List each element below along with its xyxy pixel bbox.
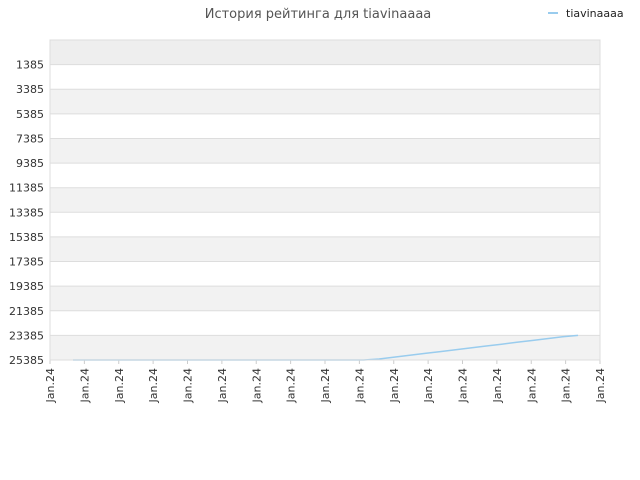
y-tick-label: 1385 [16, 59, 44, 72]
y-tick-label: 15385 [9, 231, 44, 244]
plot-band [50, 89, 600, 114]
y-tick-label: 7385 [16, 132, 44, 145]
y-tick-label: 5385 [16, 108, 44, 121]
plot-band [50, 286, 600, 311]
y-tick-label: 9385 [16, 157, 44, 170]
x-tick-label: Jan.24 [319, 368, 332, 403]
plot-band [50, 310, 600, 336]
legend: tiavinaaaa [548, 7, 624, 20]
x-tick-label: Jan.24 [216, 368, 229, 403]
plot-band [50, 261, 600, 287]
plot-band [50, 64, 600, 90]
x-tick-label: Jan.24 [250, 368, 263, 403]
x-tick-label: Jan.24 [78, 368, 91, 403]
y-tick-label: 23385 [9, 329, 44, 342]
x-tick-label: Jan.24 [422, 368, 435, 403]
x-tick-label: Jan.24 [353, 368, 366, 403]
y-tick-label: 17385 [9, 256, 44, 269]
x-tick-label: Jan.24 [285, 368, 298, 403]
plot-band [50, 335, 600, 360]
y-tick-label: 3385 [16, 83, 44, 96]
chart-title: История рейтинга для tiavinaaaa [205, 7, 432, 22]
plot-band [50, 113, 600, 139]
plot-band [50, 40, 600, 65]
plot-band [50, 212, 600, 237]
y-tick-label: 19385 [9, 280, 44, 293]
legend-label: tiavinaaaa [566, 7, 624, 20]
x-tick-label: Jan.24 [113, 368, 126, 403]
y-tick-label: 13385 [9, 206, 44, 219]
plot-bands [50, 40, 600, 360]
x-tick-label: Jan.24 [525, 368, 538, 403]
x-axis: Jan.24 Jan.24 Jan.24 Jan.24 Jan.24 Jan.24 Jan.… [44, 360, 607, 403]
y-axis: 1385 3385 5385 7385 9385 11385 13385 15385 17385… [9, 59, 44, 367]
y-tick-label: 11385 [9, 182, 44, 195]
x-tick-label: Jan.24 [560, 368, 573, 403]
x-tick-label: Jan.24 [457, 368, 470, 403]
plot-band [50, 163, 600, 188]
x-tick-label: Jan.24 [388, 368, 401, 403]
plot-band [50, 187, 600, 213]
x-tick-label: Jan.24 [44, 368, 57, 403]
plot-band [50, 236, 600, 262]
y-tick-label: 21385 [9, 305, 44, 318]
plot-band [50, 138, 600, 164]
x-tick-label: Jan.24 [491, 368, 504, 403]
plot-frame [49, 39, 601, 361]
x-tick-label: Jan.24 [147, 368, 160, 403]
x-tick-label: Jan.24 [594, 368, 607, 403]
y-tick-label: 25385 [9, 354, 44, 367]
x-tick-label: Jan.24 [182, 368, 195, 403]
